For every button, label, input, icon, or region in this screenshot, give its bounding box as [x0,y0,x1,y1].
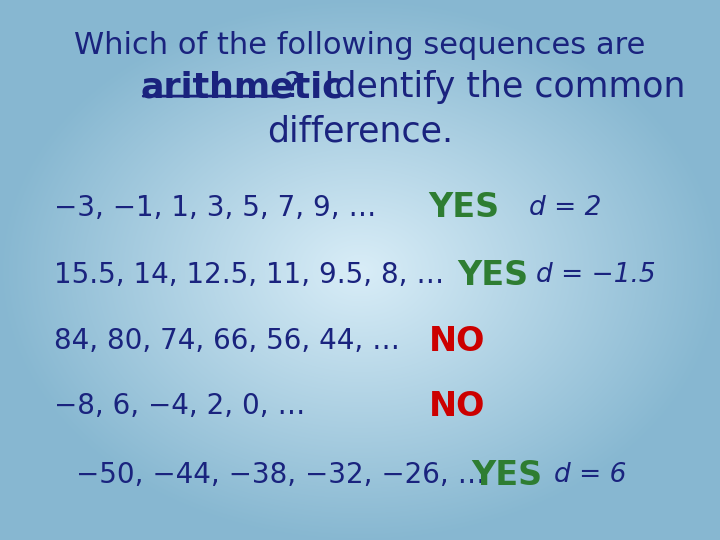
Text: YES: YES [428,191,500,225]
Text: d = 6: d = 6 [554,462,627,488]
Text: ?  Identify the common: ? Identify the common [284,71,686,104]
Text: NO: NO [428,325,485,358]
Text: YES: YES [457,259,528,292]
Text: difference.: difference. [267,114,453,148]
Text: d = 2: d = 2 [529,195,602,221]
Text: −50, −44, −38, −32, −26, …: −50, −44, −38, −32, −26, … [76,461,485,489]
Text: arithmetic: arithmetic [140,71,343,104]
Text: 84, 80, 74, 66, 56, 44, …: 84, 80, 74, 66, 56, 44, … [54,327,400,355]
Text: d = −1.5: d = −1.5 [536,262,656,288]
Text: Which of the following sequences are: Which of the following sequences are [74,31,646,60]
Text: NO: NO [428,389,485,423]
Text: YES: YES [472,458,543,492]
Text: 15.5, 14, 12.5, 11, 9.5, 8, …: 15.5, 14, 12.5, 11, 9.5, 8, … [54,261,444,289]
Text: −3, −1, 1, 3, 5, 7, 9, …: −3, −1, 1, 3, 5, 7, 9, … [54,194,377,222]
Text: −8, 6, −4, 2, 0, …: −8, 6, −4, 2, 0, … [54,392,305,420]
